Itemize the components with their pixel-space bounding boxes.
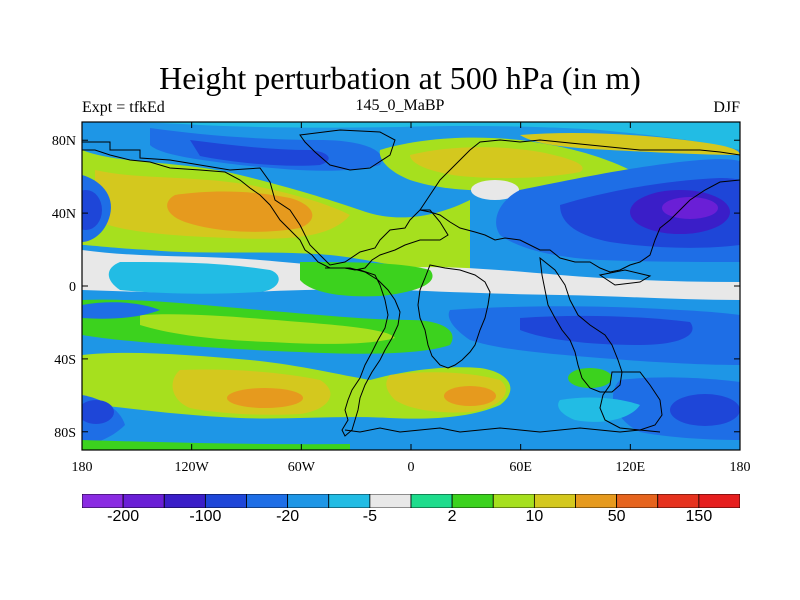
period-label: 145_0_MaBP [355, 97, 445, 114]
colorbar [82, 494, 740, 508]
lat-tick-label: 40S [54, 353, 76, 368]
colorbar-swatch [82, 494, 124, 508]
colorbar-swatch [451, 494, 494, 508]
lon-tick-label: 120W [175, 460, 210, 475]
colorbar-swatch [616, 494, 659, 508]
colorbar-label: 50 [607, 508, 626, 525]
lon-tick-label: 60E [509, 460, 532, 475]
colorbar-swatch [163, 494, 206, 508]
lat-tick-label: 40N [52, 207, 76, 222]
contour-field [82, 122, 740, 450]
coastlines [82, 129, 740, 437]
colorbar-swatch [698, 494, 740, 508]
experiment-label: Expt = tfkEd [82, 99, 165, 116]
lon-tick-label: 180 [72, 460, 93, 475]
lon-tick-label: 0 [408, 460, 415, 475]
lat-tick-label: 80N [52, 134, 76, 149]
chart-title: Height perturbation at 500 hPa (in m) [159, 60, 641, 96]
colorbar-swatch [575, 494, 618, 508]
colorbar-label: 150 [685, 508, 713, 525]
colorbar-labels: -200 -100 -20 -5 2 10 50 150 [0, 508, 800, 538]
colorbar-swatch [492, 494, 535, 508]
lat-tick-label: 80S [54, 426, 76, 441]
colorbar-label: -200 [107, 508, 140, 525]
colorbar-label: 2 [447, 508, 457, 525]
colorbar-label: -5 [362, 508, 377, 525]
colorbar-label: -100 [189, 508, 222, 525]
longitude-axis: 180 120W 60W 0 60E 120E 180 [72, 122, 751, 475]
lon-tick-label: 60W [288, 460, 316, 475]
colorbar-label: 10 [525, 508, 544, 525]
colorbar-swatch [369, 494, 412, 508]
colorbar-swatch [122, 494, 165, 508]
season-label: DJF [713, 99, 740, 116]
colorbar-swatch [287, 494, 330, 508]
lon-tick-label: 120E [616, 460, 646, 475]
colorbar-swatch [328, 494, 371, 508]
colorbar-swatch [204, 494, 247, 508]
colorbar-label: -20 [276, 508, 300, 525]
latitude-axis: 80N 40N 0 40S 80S [52, 134, 740, 441]
lon-tick-label: 180 [730, 460, 751, 475]
colorbar-swatch [657, 494, 700, 508]
colorbar-swatch [410, 494, 453, 508]
colorbar-swatch [246, 494, 289, 508]
colorbar-swatch [533, 494, 576, 508]
lat-tick-label: 0 [69, 280, 76, 295]
